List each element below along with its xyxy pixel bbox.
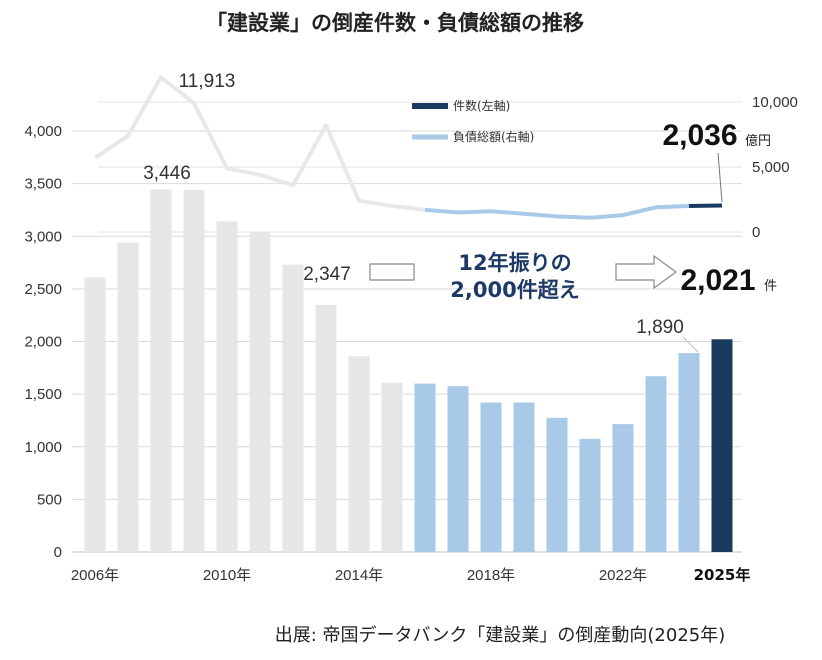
legend-label-count: 件数(左軸) xyxy=(453,98,510,113)
left-tick-label: 3,500 xyxy=(24,176,62,193)
bar-2006 xyxy=(84,277,106,552)
right-tick-label: 10,000 xyxy=(752,94,798,111)
bar-2021 xyxy=(579,438,601,552)
callout-left-box xyxy=(369,263,415,281)
callout-line-2: 2,000件超え xyxy=(450,278,579,302)
debt-line-segment xyxy=(93,75,426,212)
right-axis: 0 5,000 10,000 xyxy=(752,94,798,241)
bar-2024 xyxy=(678,353,700,552)
bar-2013 xyxy=(315,304,337,552)
debt-line-segment xyxy=(424,204,690,220)
legend-label-debt: 負債総額(右軸) xyxy=(453,129,534,144)
right-tick-label: 5,000 xyxy=(752,159,790,176)
label-line-2025-unit: 億円 xyxy=(745,133,771,149)
bar-series xyxy=(84,189,733,553)
chart-title: 「建設業」の倒産件数・負債総額の推移 xyxy=(206,11,584,35)
right-tick-label: 0 xyxy=(752,224,760,241)
x-tick-label: 2006年 xyxy=(71,567,119,584)
x-tick-label: 2025年 xyxy=(694,566,751,584)
bar-2022 xyxy=(612,424,634,552)
bar-2009 xyxy=(183,189,205,552)
x-axis: 2006年 2010年 2014年 2018年 2022年 2025年 xyxy=(71,566,751,584)
callout-arrow-icon xyxy=(615,254,678,290)
bar-2014 xyxy=(348,356,370,552)
left-tick-label: 1,500 xyxy=(24,386,62,403)
left-axis: 0 500 1,000 1,500 2,000 2,500 3,000 3,500 4,000 xyxy=(24,123,62,561)
left-tick-label: 1,000 xyxy=(24,439,62,456)
x-tick-label: 2010年 xyxy=(203,567,251,584)
left-tick-label: 2,500 xyxy=(24,281,62,298)
bar-2019 xyxy=(513,402,535,552)
bar-2011 xyxy=(249,232,271,553)
line-series xyxy=(93,75,723,220)
left-tick-label: 4,000 xyxy=(24,123,62,140)
label-line-2008: 11,913 xyxy=(179,71,236,92)
bar-2025 xyxy=(711,339,733,552)
bar-2018 xyxy=(480,402,502,552)
bar-2016 xyxy=(414,383,436,552)
callout: 12年振りの 2,000件超え xyxy=(369,251,678,302)
label-bar-2008: 3,446 xyxy=(143,163,191,184)
legend: 件数(左軸) 負債総額(右軸) xyxy=(412,98,534,144)
label-bar-2024: 1,890 xyxy=(636,317,684,338)
bar-2015 xyxy=(381,382,403,552)
left-tick-label: 500 xyxy=(37,491,62,508)
bar-2010 xyxy=(216,221,238,552)
label-bar-2025-unit: 件 xyxy=(764,279,777,294)
bar-2017 xyxy=(447,386,469,552)
source-note: 出展: 帝国データバンク「建設業」の倒産動向(2025年) xyxy=(275,625,726,646)
leader-2025-line xyxy=(717,152,723,203)
bar-2020 xyxy=(546,417,568,552)
left-tick-label: 2,000 xyxy=(24,334,62,351)
left-tick-label: 3,000 xyxy=(24,228,62,245)
label-bar-2025: 2,021 xyxy=(680,264,755,297)
x-tick-label: 2022年 xyxy=(599,567,647,584)
label-bar-2013: 2,347 xyxy=(303,264,351,285)
leader-2024 xyxy=(682,336,699,353)
x-tick-label: 2014年 xyxy=(335,567,383,584)
x-tick-label: 2018年 xyxy=(467,567,515,584)
bar-2007 xyxy=(117,242,139,552)
bar-2008 xyxy=(150,189,172,552)
left-tick-label: 0 xyxy=(54,544,62,561)
bar-2023 xyxy=(645,376,667,552)
label-line-2025: 2,036 xyxy=(662,119,737,152)
callout-line-1: 12年振りの xyxy=(458,251,571,275)
bar-2012 xyxy=(282,264,304,552)
